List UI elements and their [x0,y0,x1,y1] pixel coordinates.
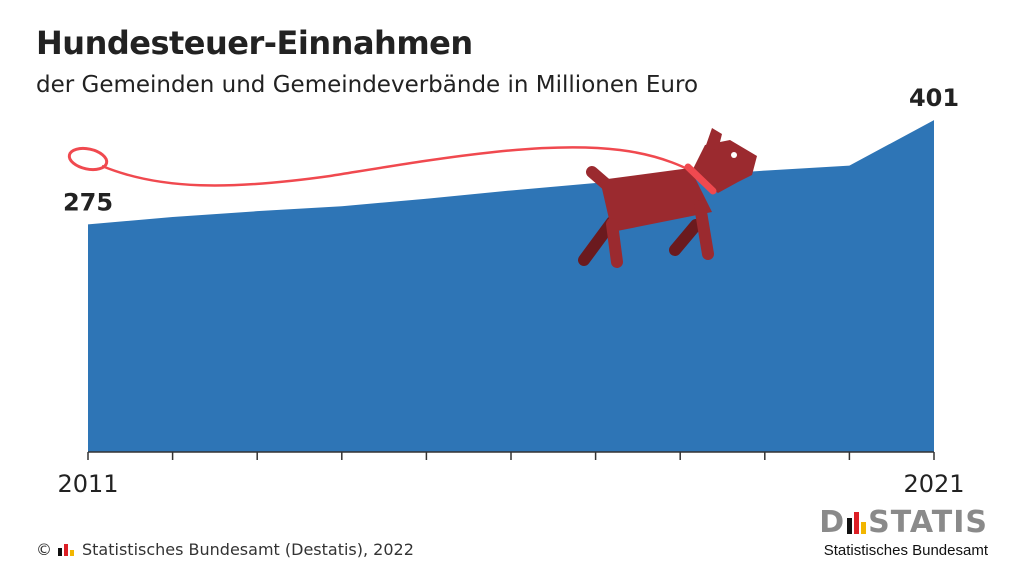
dog-illustration [67,128,757,268]
logo-flag-bars-icon [847,512,867,534]
logo-word-right: STATIS [868,505,988,540]
dog-front-leg [694,200,714,260]
data-label-2011: 275 [63,188,113,216]
destatis-mini-logo-icon [58,543,74,556]
leash-line [101,146,706,187]
dog-back-leg [606,218,623,268]
source-text: Statistisches Bundesamt (Destatis), 2022 [82,540,414,559]
area-series [88,120,934,452]
source-footer: © Statistisches Bundesamt (Destatis), 20… [36,540,414,559]
dog-head [690,140,757,193]
logo-subtitle: Statistisches Bundesamt [823,542,988,559]
dog-body [600,168,712,232]
chart-title: Hundesteuer-Einnahmen [36,24,473,62]
logo-word-left: D [819,505,846,540]
x-tick-label-2011: 2011 [57,470,118,498]
data-label-2021: 401 [909,84,959,112]
dog-ear [705,128,722,150]
dog-collar [684,163,717,195]
copyright-symbol: © [36,540,52,559]
dog-front-leg-far [669,219,702,256]
chart-subtitle: der Gemeinden und Gemeindeverbände in Mi… [36,72,699,98]
x-tick-label-2021: 2021 [903,470,964,498]
leash-loop [67,146,109,172]
dog-eye [731,152,737,158]
destatis-logo: D STATIS Statistisches Bundesamt [819,505,988,560]
